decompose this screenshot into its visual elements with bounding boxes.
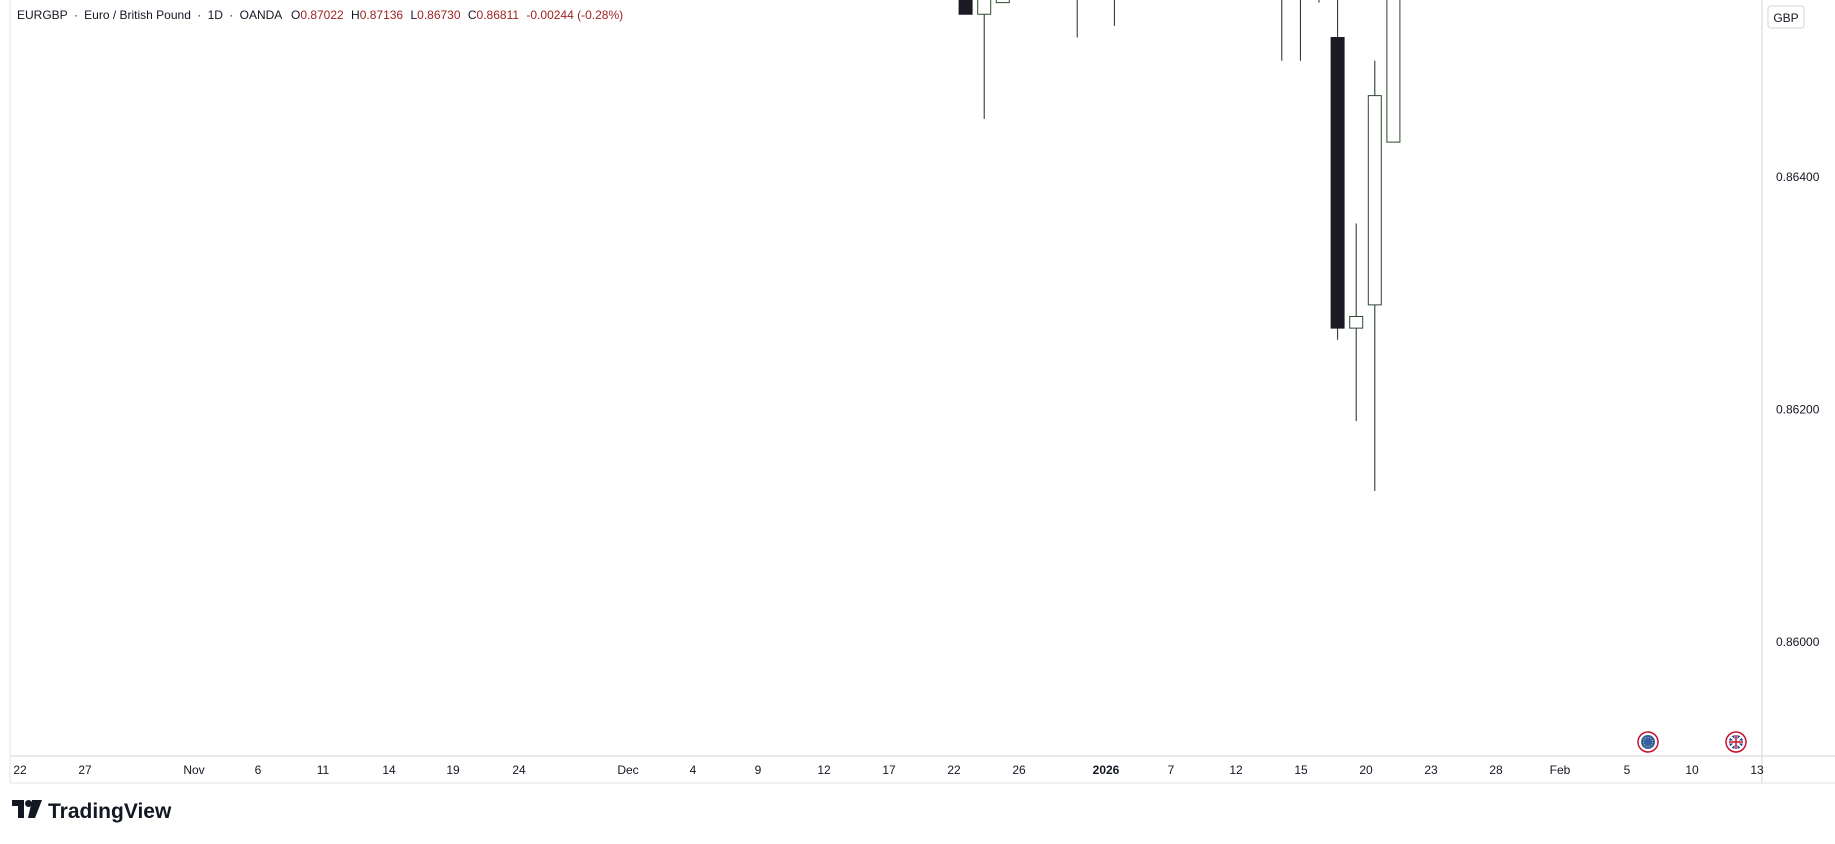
time-tick-label: 22 — [947, 763, 961, 777]
timeframe[interactable]: 1D — [207, 8, 223, 22]
time-tick-label: 9 — [755, 763, 762, 777]
open-label: O — [290, 8, 301, 22]
time-tick-label: 23 — [1424, 763, 1438, 777]
currency-label: GBP — [1773, 11, 1798, 25]
event-icons — [1637, 731, 1747, 753]
time-tick-label: Feb — [1550, 763, 1571, 777]
candle[interactable] — [1108, 0, 1121, 26]
time-tick-label: 5 — [1624, 763, 1631, 777]
open-value: 0.87022 — [300, 8, 344, 22]
price-tick-label: 0.86400 — [1776, 170, 1820, 184]
candle[interactable] — [977, 0, 992, 119]
uk-flag-icon[interactable] — [1725, 731, 1747, 753]
high-label: H — [351, 8, 360, 22]
candle[interactable] — [1367, 60, 1382, 491]
time-tick-label: 14 — [382, 763, 396, 777]
time-tick-label: 12 — [1229, 763, 1243, 777]
close-label: C — [467, 8, 477, 22]
axis-layer: GBP 0.860000.862000.864000.866000.868000… — [9, 0, 1835, 784]
time-tick-label: 20 — [1359, 763, 1373, 777]
price-tick-label: 0.86000 — [1776, 635, 1820, 649]
candle[interactable] — [1294, 0, 1307, 61]
candle[interactable] — [1349, 223, 1364, 422]
candle[interactable] — [958, 0, 973, 15]
header-separator: · — [73, 8, 78, 22]
time-tick-label: Nov — [183, 763, 204, 777]
time-tick-label: 27 — [78, 763, 92, 777]
low-value: 0.86730 — [417, 8, 461, 22]
candle-body-bull — [1386, 0, 1401, 143]
symbol-ticker[interactable]: EURGBP — [17, 8, 68, 22]
exchange: OANDA — [239, 8, 282, 22]
candle[interactable] — [1313, 0, 1326, 3]
candle[interactable] — [995, 0, 1010, 4]
time-tick-label: 15 — [1294, 763, 1308, 777]
time-tick-label: 2026 — [1093, 763, 1120, 777]
time-tick-label: 24 — [512, 763, 526, 777]
candle[interactable] — [1386, 0, 1401, 143]
change-value: -0.00244 (-0.28%) — [526, 8, 624, 22]
time-tick-label: 13 — [1750, 763, 1764, 777]
candle[interactable] — [1330, 0, 1345, 340]
time-tick-label: 7 — [1168, 763, 1175, 777]
candle-body-bull — [995, 0, 1010, 4]
time-tick-label: 19 — [446, 763, 460, 777]
close-value: 0.86811 — [476, 8, 520, 22]
time-tick-label: 4 — [690, 763, 697, 777]
time-tick-label: Dec — [617, 763, 638, 777]
candle-body-bear — [1330, 37, 1345, 329]
time-tick-label: 28 — [1489, 763, 1503, 777]
candle-body-bull — [1349, 316, 1364, 329]
price-tick-label: 0.86200 — [1776, 403, 1820, 417]
chart-header: EURGBP · Euro / British Pound · 1D · OAN… — [17, 8, 623, 22]
candle-layer — [958, 0, 1401, 491]
currency-box[interactable] — [1767, 5, 1805, 29]
time-tick-label: 11 — [317, 763, 330, 777]
time-tick-label: 6 — [255, 763, 262, 777]
tradingview-logo-icon — [12, 800, 42, 824]
candle-body-bull — [1367, 95, 1382, 306]
candle[interactable] — [1275, 0, 1288, 61]
candle[interactable] — [1071, 0, 1084, 38]
low-label: L — [410, 8, 418, 22]
time-tick-label: 26 — [1012, 763, 1026, 777]
symbol-name: Euro / British Pound — [84, 8, 191, 22]
header-separator: · — [197, 8, 202, 22]
time-tick-label: 12 — [817, 763, 831, 777]
high-value: 0.87136 — [359, 8, 404, 22]
time-tick-label: 10 — [1685, 763, 1699, 777]
eu-flag-icon[interactable] — [1637, 731, 1659, 753]
time-tick-label: 17 — [882, 763, 896, 777]
brand-name: TradingView — [48, 800, 172, 823]
candle-body-bear — [958, 0, 973, 15]
time-tick-label: 22 — [13, 763, 27, 777]
tradingview-logo[interactable]: TradingView — [12, 800, 171, 824]
header-separator: · — [229, 8, 234, 22]
candle-body-bull — [977, 0, 992, 15]
